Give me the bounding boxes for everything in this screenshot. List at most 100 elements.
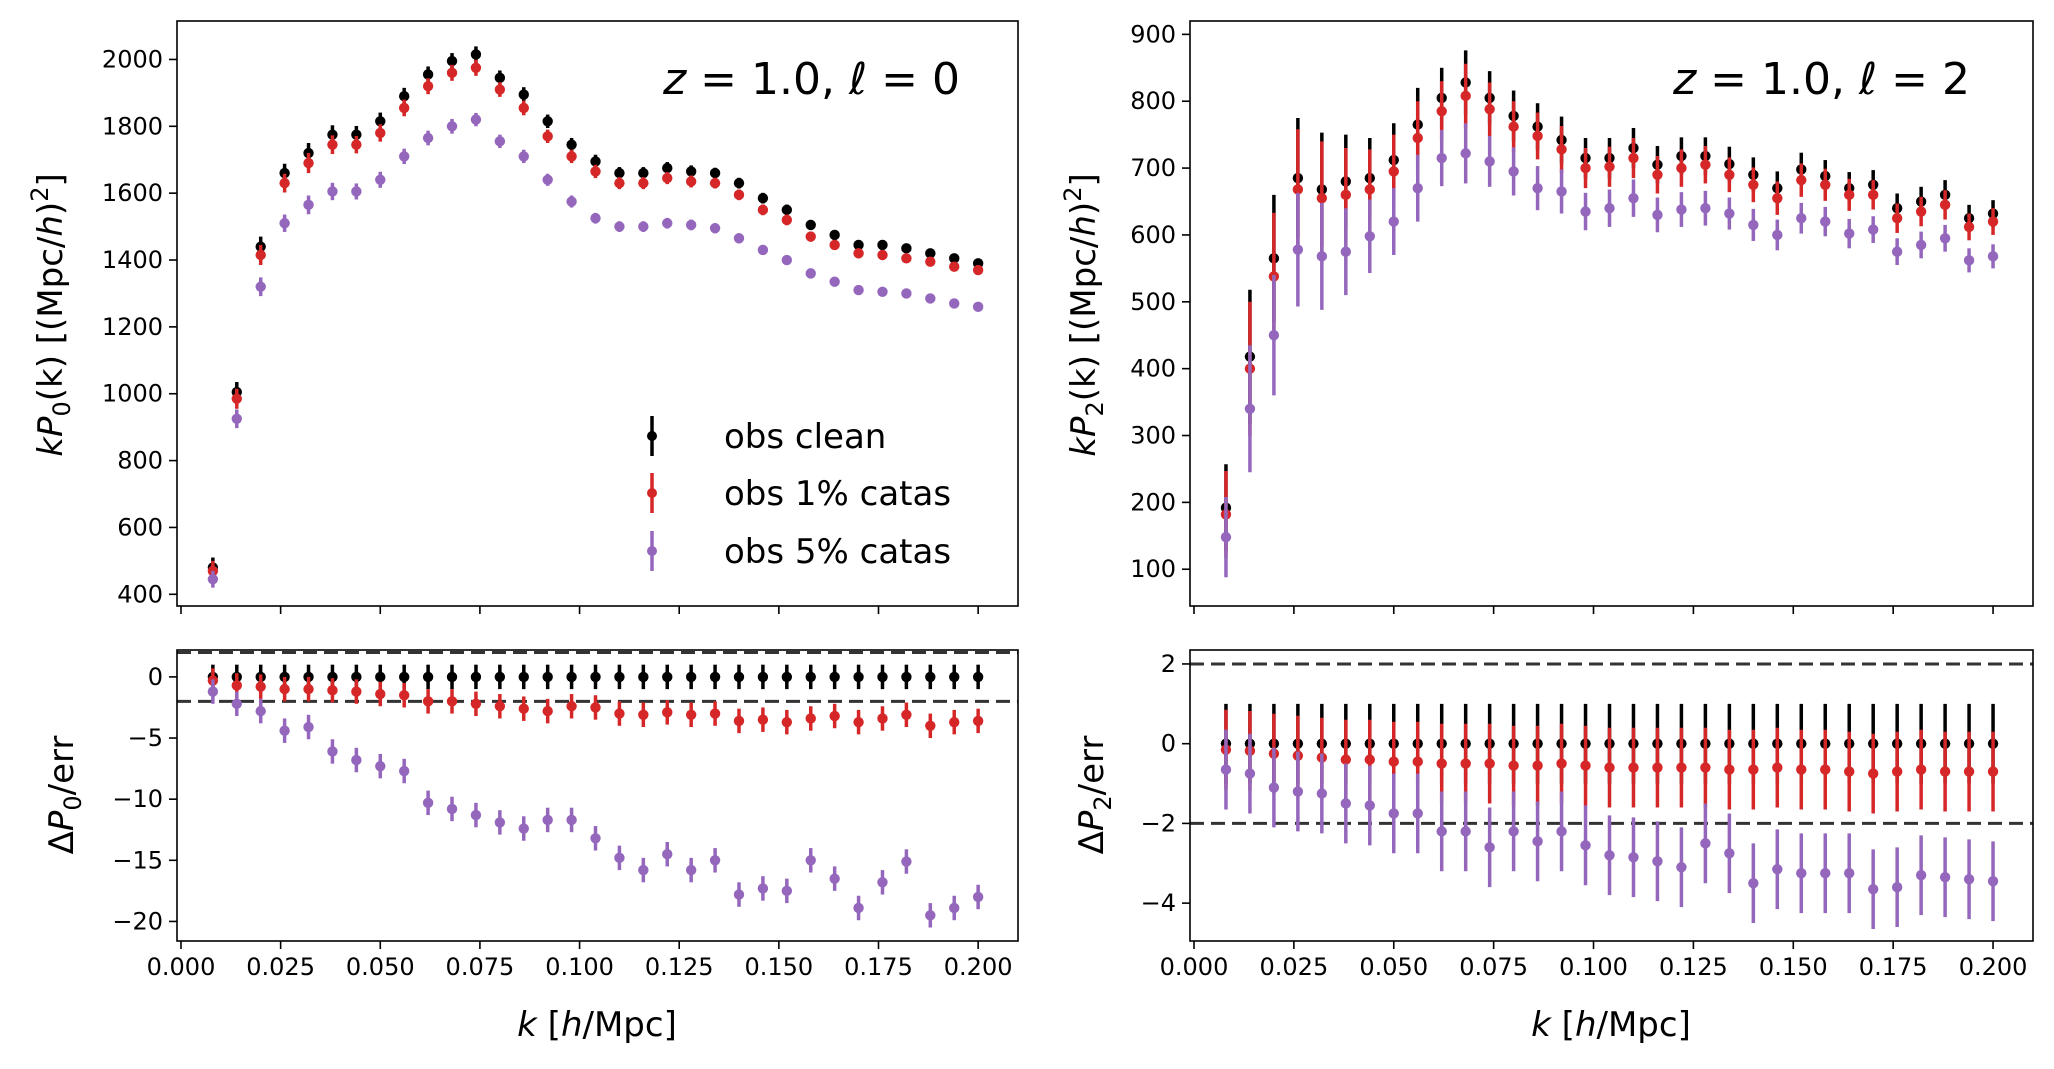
data-point xyxy=(1676,762,1687,773)
y-tick-label: 400 xyxy=(1130,355,1176,383)
data-point xyxy=(685,709,697,721)
data-point xyxy=(1652,169,1663,180)
data-point xyxy=(1915,870,1927,881)
series-1 xyxy=(207,59,984,581)
data-point xyxy=(949,716,960,728)
y-tick-label: 800 xyxy=(1130,87,1176,115)
y-tick-label: 700 xyxy=(1130,154,1176,182)
data-point xyxy=(422,69,434,80)
data-point xyxy=(1867,768,1879,779)
data-point xyxy=(566,151,577,162)
data-point xyxy=(1436,152,1447,164)
data-point xyxy=(1628,192,1639,204)
data-point xyxy=(1891,881,1903,893)
data-point xyxy=(566,196,577,207)
data-point xyxy=(805,268,816,279)
data-point xyxy=(398,671,410,683)
data-point xyxy=(853,902,864,914)
data-point xyxy=(398,151,410,162)
data-point xyxy=(1939,872,1951,883)
data-point xyxy=(1484,758,1495,769)
data-point xyxy=(303,683,314,695)
data-point xyxy=(685,671,697,683)
panel-top-right: 100 200 300 400 500 600 700 800 900 xyxy=(1130,20,2034,614)
data-point xyxy=(1772,192,1783,204)
data-point xyxy=(1891,766,1903,777)
data-point xyxy=(566,671,577,683)
data-point xyxy=(1987,766,1999,777)
data-point xyxy=(590,702,601,713)
data-point xyxy=(303,721,314,733)
data-point xyxy=(1436,106,1447,117)
data-point xyxy=(1652,209,1663,221)
data-point xyxy=(1220,531,1232,543)
data-point xyxy=(518,151,529,162)
data-point xyxy=(1867,883,1879,895)
x-axis-label-bottom-left: k [h/Mpc] xyxy=(517,1005,677,1045)
data-point xyxy=(1268,782,1280,793)
data-point xyxy=(1364,754,1375,765)
legend: obs clean obs 1% catas obs 5% catas xyxy=(647,416,951,572)
data-point xyxy=(255,281,266,292)
data-point xyxy=(1364,231,1375,242)
axes-frame xyxy=(176,649,1019,942)
data-point xyxy=(566,139,577,150)
data-point xyxy=(901,253,912,264)
legend-marker xyxy=(647,431,657,441)
y-tick-label: 2 xyxy=(1161,650,1176,678)
data-point xyxy=(327,671,338,683)
data-point xyxy=(1604,850,1615,861)
data-point xyxy=(542,174,553,185)
x-tick-label: 0.150 xyxy=(1759,953,1828,981)
data-point xyxy=(470,114,482,125)
data-point xyxy=(733,177,745,189)
data-point xyxy=(279,683,290,695)
data-point xyxy=(518,823,529,834)
data-point xyxy=(685,219,697,231)
data-point xyxy=(709,671,721,683)
data-point xyxy=(829,710,840,722)
data-point xyxy=(1939,233,1951,244)
data-point xyxy=(949,298,960,309)
series-0 xyxy=(207,664,984,690)
data-point xyxy=(614,167,625,179)
data-point xyxy=(351,139,362,150)
data-point xyxy=(733,889,745,900)
data-point xyxy=(949,253,960,264)
data-point xyxy=(1580,840,1591,851)
data-point xyxy=(1316,251,1328,262)
data-point xyxy=(518,671,529,683)
data-point xyxy=(781,885,793,897)
data-point xyxy=(1963,766,1975,777)
data-point xyxy=(949,261,960,272)
data-point xyxy=(1628,762,1639,773)
data-point xyxy=(1820,764,1831,775)
data-point xyxy=(614,177,625,189)
data-point xyxy=(829,873,840,884)
y-tick-label: 300 xyxy=(1130,422,1176,450)
y-tick-label: −10 xyxy=(112,785,163,813)
data-point xyxy=(375,174,386,185)
y-tick-label: 600 xyxy=(1130,221,1176,249)
data-point xyxy=(781,204,793,216)
y-tick-label: −2 xyxy=(1141,809,1176,837)
data-point xyxy=(1700,159,1711,170)
data-point xyxy=(1508,121,1519,132)
data-point xyxy=(1628,152,1639,164)
data-point xyxy=(805,671,816,683)
data-point xyxy=(1388,756,1399,767)
y-tick-label: 100 xyxy=(1130,555,1176,583)
data-point xyxy=(877,877,888,888)
y-tick-label: 1000 xyxy=(102,380,163,408)
data-point xyxy=(1532,760,1543,771)
y-tick-label: 900 xyxy=(1130,20,1176,48)
annotation-top-left: z = 1.0, ℓ = 0 xyxy=(662,54,960,105)
data-point xyxy=(614,708,625,719)
data-point xyxy=(470,809,482,821)
series-2 xyxy=(207,112,984,588)
data-point xyxy=(638,177,649,189)
data-point xyxy=(255,705,266,717)
series-0 xyxy=(1220,50,1999,552)
data-point xyxy=(1556,186,1567,197)
data-point xyxy=(518,703,529,714)
